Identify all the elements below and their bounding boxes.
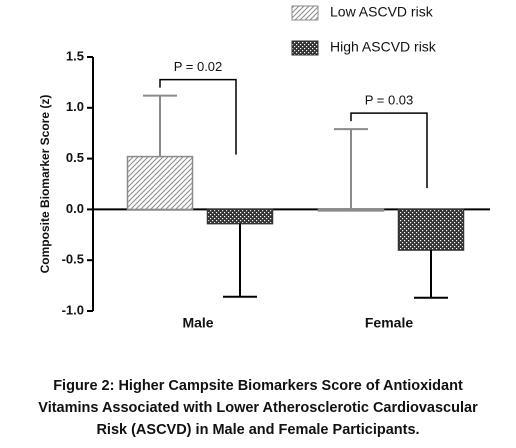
caption-line: Figure 2: Higher Campsite Biomarkers Sco… <box>53 378 463 394</box>
caption-line: Vitamins Associated with Lower Atheroscl… <box>38 400 478 416</box>
legend-label: Low ASCVD risk <box>330 4 434 20</box>
y-tick-label: 0.0 <box>66 201 84 216</box>
error-bar <box>334 128 368 210</box>
y-tick-label: 1.5 <box>66 48 84 63</box>
caption-line: Risk (ASCVD) in Male and Female Particip… <box>96 422 419 438</box>
y-axis-label: Composite Biomarker Score (z) <box>38 95 52 274</box>
x-tick-label: Male <box>182 315 213 331</box>
legend-swatch <box>291 40 319 56</box>
annotation: P = 0.03 <box>365 93 414 108</box>
y-tick-label: -0.5 <box>62 252 84 267</box>
bar <box>397 208 465 251</box>
bar <box>317 208 385 212</box>
legend-label: High ASCVD risk <box>330 39 437 55</box>
bar <box>206 208 274 225</box>
x-tick-label: Female <box>365 315 413 331</box>
significance-bracket <box>159 78 237 155</box>
error-bar <box>143 94 177 157</box>
y-tick-label: -1.0 <box>62 302 84 317</box>
annotation: P = 0.02 <box>174 59 223 74</box>
bar <box>126 155 194 211</box>
y-tick-label: 1.0 <box>66 99 84 114</box>
legend-swatch <box>291 5 319 21</box>
error-bar <box>223 223 257 298</box>
y-tick-label: 0.5 <box>66 150 84 165</box>
error-bar <box>414 250 448 299</box>
significance-bracket <box>350 112 428 189</box>
